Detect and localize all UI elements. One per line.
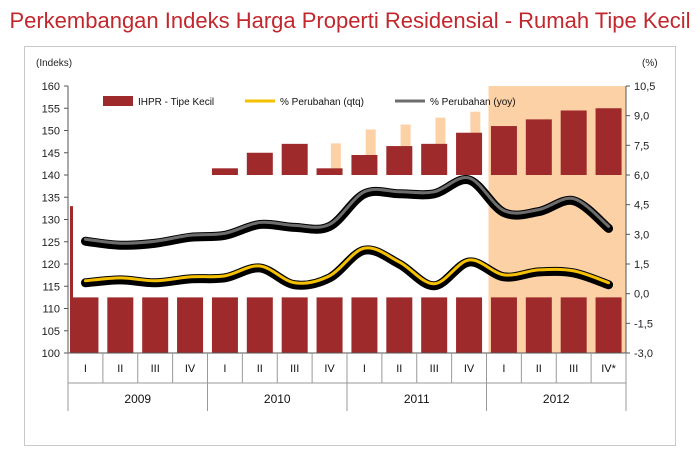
bar-lower bbox=[316, 297, 343, 353]
bar-lower bbox=[72, 297, 99, 353]
year-label: 2010 bbox=[264, 392, 291, 406]
bar-lower bbox=[107, 297, 134, 353]
bar-lower bbox=[246, 297, 273, 353]
bar-lower bbox=[142, 297, 169, 353]
left-tick-label: 100 bbox=[42, 348, 60, 360]
bar-upper bbox=[490, 126, 517, 175]
right-tick-label: 1,5 bbox=[634, 259, 649, 271]
bar-upper bbox=[316, 168, 343, 175]
left-tick-label: 160 bbox=[42, 81, 60, 93]
right-tick-label: -3,0 bbox=[634, 348, 653, 360]
right-unit-label: (%) bbox=[642, 58, 658, 69]
right-tick-label: 10,5 bbox=[634, 81, 655, 93]
bar-upper-thin bbox=[70, 206, 73, 353]
right-tick-label: 9,0 bbox=[634, 111, 649, 123]
bar-lower bbox=[595, 297, 622, 353]
bar-upper bbox=[246, 152, 273, 175]
left-tick-label: 130 bbox=[42, 215, 60, 227]
right-tick-label: 3,0 bbox=[634, 229, 649, 241]
category-label: II bbox=[396, 363, 402, 375]
bar-lower bbox=[560, 297, 587, 353]
bar-upper bbox=[560, 110, 587, 175]
category-label: IV bbox=[185, 363, 196, 375]
left-tick-label: 120 bbox=[42, 259, 60, 271]
right-tick-label: 7,5 bbox=[634, 140, 649, 152]
bar-lower bbox=[281, 297, 308, 353]
category-label: I bbox=[502, 363, 505, 375]
right-tick-label: 6,0 bbox=[634, 170, 649, 182]
category-label: I bbox=[363, 363, 366, 375]
bar-upper bbox=[456, 132, 483, 175]
category-label: I bbox=[84, 363, 87, 375]
series-line-qtq bbox=[83, 246, 611, 286]
left-tick-label: 125 bbox=[42, 237, 60, 249]
legend-label-ihpr: IHPR - Tipe Kecil bbox=[138, 97, 214, 108]
bar-upper bbox=[386, 146, 413, 175]
legend-label-qtq: % Perubahan (qtq) bbox=[280, 97, 364, 108]
category-label: III bbox=[430, 363, 439, 375]
bar-lower bbox=[386, 297, 413, 353]
legend-swatch-ihpr bbox=[103, 96, 133, 106]
category-label: III bbox=[151, 363, 160, 375]
bar-lower bbox=[490, 297, 517, 353]
year-label: 2011 bbox=[404, 392, 430, 406]
category-label: II bbox=[257, 363, 263, 375]
bar-upper bbox=[595, 108, 622, 175]
category-label: IV* bbox=[601, 363, 616, 375]
left-unit-label: (Indeks) bbox=[36, 58, 72, 69]
chart-frame bbox=[24, 46, 676, 446]
year-label: 2009 bbox=[124, 392, 151, 406]
bar-upper bbox=[421, 143, 448, 175]
left-tick-label: 150 bbox=[42, 126, 60, 138]
right-tick-label: 0,0 bbox=[634, 289, 649, 301]
bar-upper bbox=[525, 119, 552, 175]
year-label: 2012 bbox=[543, 392, 570, 406]
chart-title: Perkembangan Indeks Harga Properti Resid… bbox=[9, 8, 691, 33]
peach-bar bbox=[365, 129, 376, 175]
bar-lower bbox=[177, 297, 204, 353]
left-tick-label: 155 bbox=[42, 103, 60, 115]
bar-lower bbox=[456, 297, 483, 353]
left-tick-label: 110 bbox=[42, 304, 60, 316]
category-label: IV bbox=[464, 363, 475, 375]
category-label: II bbox=[117, 363, 123, 375]
left-tick-label: 105 bbox=[42, 326, 60, 338]
bar-lower bbox=[351, 297, 378, 353]
bar-lower bbox=[421, 297, 448, 353]
bar-upper bbox=[351, 154, 378, 175]
bar-upper bbox=[211, 168, 238, 175]
legend-label-yoy: % Perubahan (yoy) bbox=[430, 97, 516, 108]
left-tick-label: 145 bbox=[42, 148, 60, 160]
category-label: I bbox=[223, 363, 226, 375]
category-label: III bbox=[290, 363, 299, 375]
series-line-yoy bbox=[83, 176, 611, 245]
right-tick-label: -1,5 bbox=[634, 318, 653, 330]
bar-lower bbox=[525, 297, 552, 353]
right-tick-label: 4,5 bbox=[634, 200, 649, 212]
category-label: II bbox=[536, 363, 542, 375]
category-label: IV bbox=[324, 363, 335, 375]
bar-upper bbox=[281, 143, 308, 175]
bar-lower bbox=[211, 297, 238, 353]
left-tick-label: 140 bbox=[42, 170, 60, 182]
category-label: III bbox=[569, 363, 578, 375]
peach-bar bbox=[330, 143, 341, 175]
left-tick-label: 115 bbox=[42, 281, 60, 293]
left-tick-label: 135 bbox=[42, 192, 60, 204]
